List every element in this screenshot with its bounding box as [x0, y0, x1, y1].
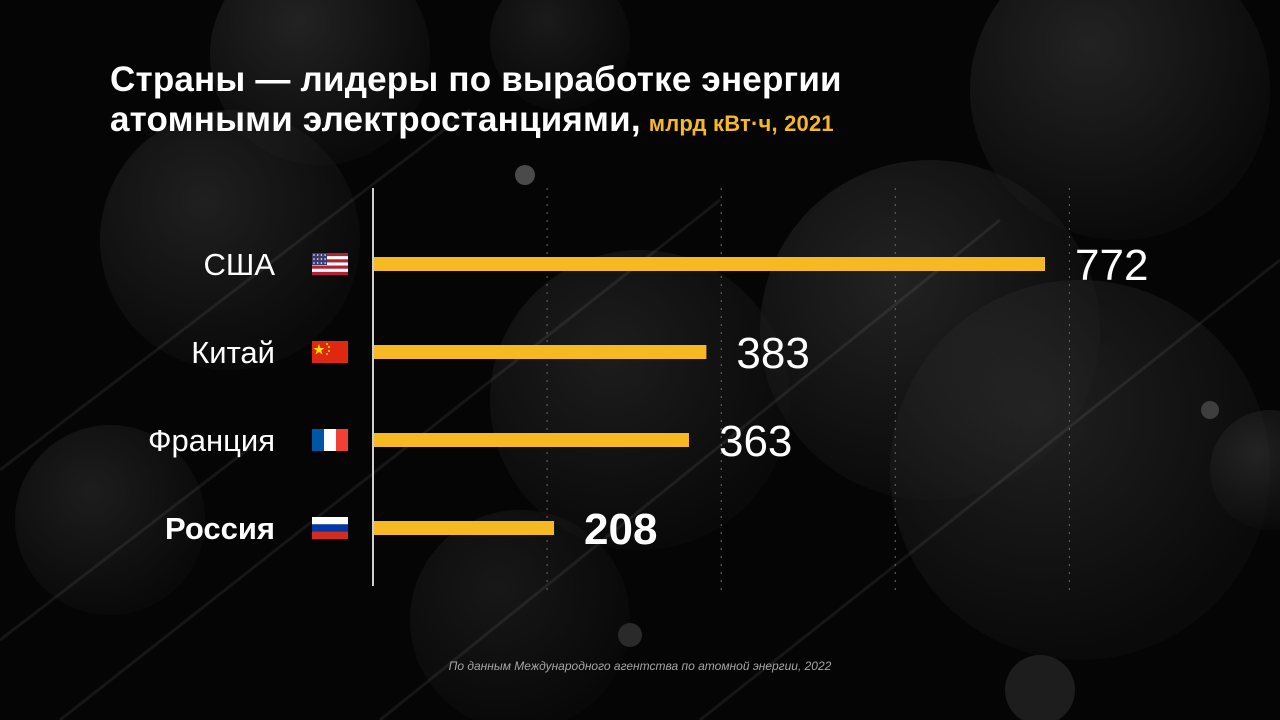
bar	[374, 257, 1045, 271]
ru-flag-icon	[312, 517, 348, 539]
category-label: Россия	[165, 511, 275, 546]
cn-flag-icon	[312, 341, 348, 363]
title-line-2: атомными электростанциями, млрд кВт·ч, 20…	[110, 100, 842, 144]
value-label: 772	[1075, 241, 1148, 290]
chart-subtitle: млрд кВт·ч, 2021	[648, 111, 834, 136]
value-label: 383	[736, 329, 809, 378]
category-label: США	[204, 247, 276, 282]
title-line-2-text: атомными электростанциями,	[110, 100, 641, 139]
fr-flag-icon	[312, 429, 348, 451]
category-label: Китай	[191, 335, 275, 370]
source-note: По данным Международного агентства по ат…	[448, 659, 832, 673]
bar	[374, 433, 689, 447]
bar	[374, 345, 707, 359]
value-label: 208	[584, 505, 657, 554]
title-line-1: Страны — лидеры по выработке энергии	[110, 60, 842, 99]
value-label: 363	[719, 417, 792, 466]
category-label: Франция	[148, 423, 275, 458]
us-flag-icon	[312, 253, 348, 276]
bar	[374, 521, 555, 535]
chart-title: Страны — лидеры по выработке энергии ато…	[110, 60, 842, 144]
